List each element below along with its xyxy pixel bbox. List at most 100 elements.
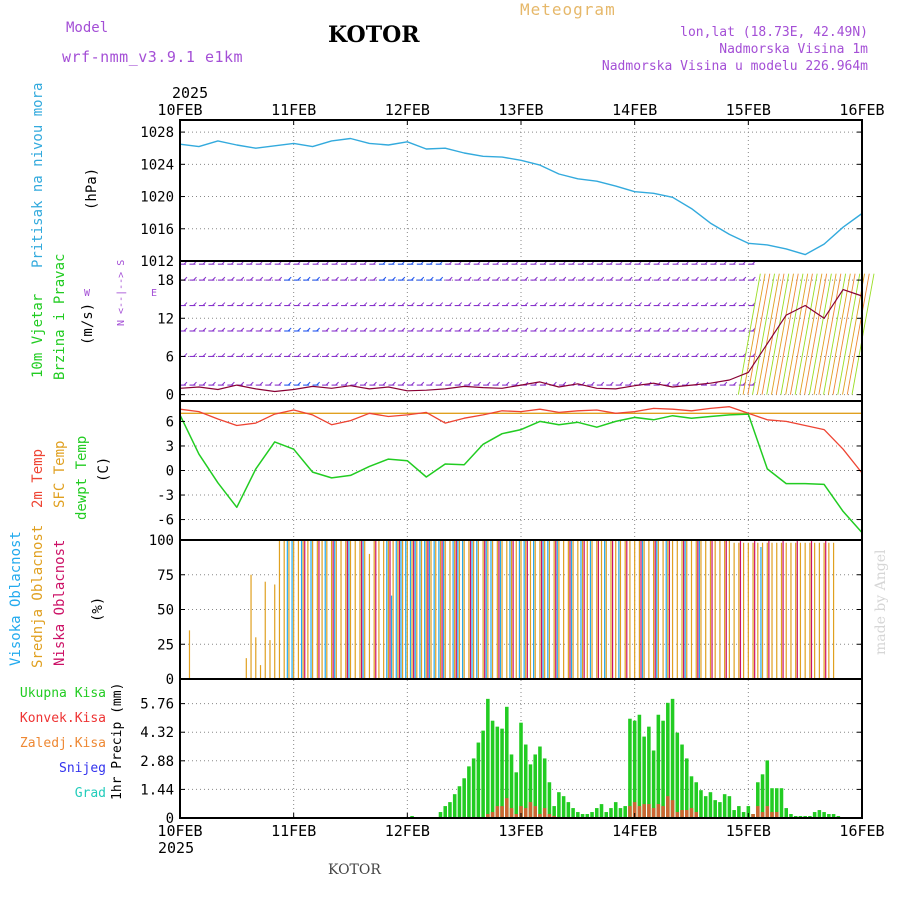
- total-precip-bar: [817, 810, 822, 818]
- wind-barb: [306, 381, 311, 386]
- wind-barb: [193, 381, 197, 386]
- wind-barb: [695, 327, 699, 332]
- wind-barb: [553, 302, 557, 306]
- wind-barb: [477, 381, 481, 386]
- conv-precip-bar: [538, 814, 542, 818]
- wind-barb: [553, 381, 557, 386]
- wind-barb: [505, 302, 510, 306]
- y-tick-label: 50: [157, 603, 174, 619]
- wind-barb: [240, 302, 245, 306]
- pressure-unit: (hPa): [84, 167, 100, 210]
- wind-barb: [590, 353, 595, 357]
- wind-barb: [742, 273, 766, 395]
- wind-barb: [363, 381, 368, 386]
- total-precip-bar: [481, 730, 485, 818]
- wind-barb: [278, 353, 283, 357]
- wind-barb: [543, 302, 548, 306]
- wind-barb: [193, 353, 197, 357]
- wind-barb: [344, 327, 349, 332]
- x-tick-label-bottom: 10FEB: [157, 822, 202, 840]
- wind-barb: [695, 276, 699, 281]
- wind-barb: [823, 273, 847, 395]
- wind-barb: [448, 276, 453, 281]
- wind-barb: [240, 327, 245, 332]
- total-precip-bar: [613, 802, 618, 818]
- total-precip-bar: [779, 788, 784, 818]
- total-precip-bar: [680, 744, 684, 818]
- conv-precip-bar: [670, 800, 675, 818]
- wind-barb: [401, 353, 406, 357]
- y-tick-label: 5.76: [140, 697, 174, 713]
- wind-barb: [628, 327, 633, 332]
- wind-barb: [325, 327, 330, 332]
- wind-barb: [448, 327, 453, 332]
- wind-barb: [553, 276, 557, 281]
- wind-barb: [676, 353, 680, 357]
- conv-precip-bar: [647, 804, 651, 818]
- wind-barb: [832, 273, 856, 395]
- wind-barb: [373, 381, 377, 386]
- wind-barb: [752, 273, 775, 395]
- total-precip-bar: [443, 806, 447, 818]
- wind-barb: [486, 276, 491, 281]
- total-precip-bar: [538, 746, 542, 818]
- wind-barb: [628, 302, 633, 306]
- wind-barb: [202, 327, 207, 332]
- wind-barb: [344, 353, 349, 357]
- wind-barb: [316, 302, 320, 306]
- total-precip-bar: [547, 782, 552, 818]
- total-precip-bar: [533, 754, 537, 818]
- total-precip-bar: [509, 754, 514, 818]
- y-tick-label: 1020: [140, 190, 174, 206]
- conv-precip-bar: [751, 814, 755, 818]
- y-tick-label: 0: [166, 811, 174, 827]
- conv-precip-bar: [661, 806, 665, 818]
- wind-barb: [619, 302, 624, 306]
- wind-barb: [751, 276, 756, 281]
- total-precip-bar: [642, 736, 646, 818]
- wind-barb: [193, 276, 197, 281]
- legend-conv-precip: Konvek.Kisa: [19, 711, 106, 726]
- wind-barb: [685, 381, 690, 386]
- wind-barb: [183, 302, 188, 306]
- wind-barb: [240, 353, 245, 357]
- conv-precip-bar: [495, 806, 500, 818]
- wind-barb: [325, 276, 330, 281]
- wind-barb: [496, 353, 500, 357]
- wind-barb: [657, 302, 661, 306]
- wind-barb: [572, 327, 576, 332]
- wind-barb: [325, 381, 330, 386]
- wind-barb: [278, 327, 283, 332]
- total-precip-bar: [722, 794, 727, 818]
- wind-barb: [771, 273, 794, 395]
- mid-cloud-label: Srednja Oblacnost: [30, 524, 46, 668]
- wind-barb: [496, 302, 500, 306]
- conv-precip-bar: [490, 812, 495, 818]
- wind-barb: [524, 276, 529, 281]
- total-precip-bar: [452, 794, 457, 818]
- wind-barb: [410, 302, 415, 306]
- conv-precip-bar: [637, 806, 642, 818]
- wind-barb: [429, 302, 434, 306]
- total-precip-bar: [694, 782, 699, 818]
- x-tick-label-top: 16FEB: [839, 101, 884, 119]
- wind-barb: [818, 273, 842, 395]
- wind-barb: [638, 302, 643, 306]
- wind-barb: [221, 353, 226, 357]
- total-precip-bar: [561, 796, 566, 818]
- total-precip-bar: [542, 758, 547, 818]
- wind-barb: [392, 327, 396, 332]
- total-precip-bar: [651, 750, 656, 818]
- product-title: Meteogram: [520, 0, 616, 19]
- station-title: KOTOR: [328, 22, 420, 48]
- low-cloud-label: Niska Oblacnost: [52, 539, 68, 666]
- x-tick-label-bottom: 15FEB: [726, 822, 771, 840]
- wind-barb: [363, 302, 368, 306]
- wind-barb: [609, 327, 614, 332]
- x-tick-label-bottom: 12FEB: [385, 822, 430, 840]
- wind-barb: [562, 353, 567, 357]
- total-precip-bar: [784, 808, 788, 818]
- wind-barb: [486, 381, 491, 386]
- conv-precip-bar: [542, 808, 547, 818]
- wind-barb: [789, 273, 813, 395]
